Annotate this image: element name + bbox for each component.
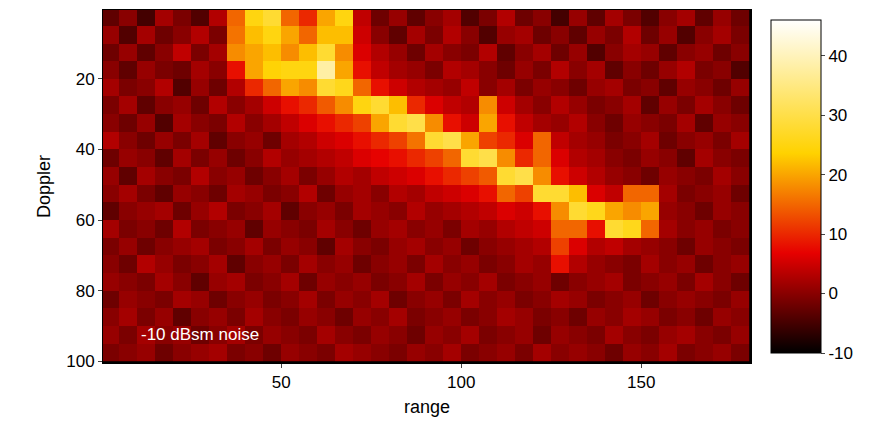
- svg-text:100: 100: [447, 373, 475, 392]
- svg-text:80: 80: [76, 282, 95, 301]
- svg-text:50: 50: [272, 373, 291, 392]
- svg-text:-10: -10: [828, 344, 853, 363]
- svg-text:20: 20: [828, 166, 847, 185]
- svg-text:range: range: [404, 397, 450, 417]
- svg-text:40: 40: [828, 47, 847, 66]
- svg-text:100: 100: [66, 352, 94, 371]
- svg-text:Doppler: Doppler: [34, 155, 54, 218]
- svg-text:60: 60: [76, 211, 95, 230]
- svg-text:0: 0: [828, 284, 837, 303]
- svg-text:40: 40: [76, 140, 95, 159]
- svg-text:-10 dBsm noise: -10 dBsm noise: [141, 325, 259, 344]
- svg-text:30: 30: [828, 106, 847, 125]
- svg-text:10: 10: [828, 225, 847, 244]
- svg-text:150: 150: [627, 373, 655, 392]
- svg-text:20: 20: [76, 70, 95, 89]
